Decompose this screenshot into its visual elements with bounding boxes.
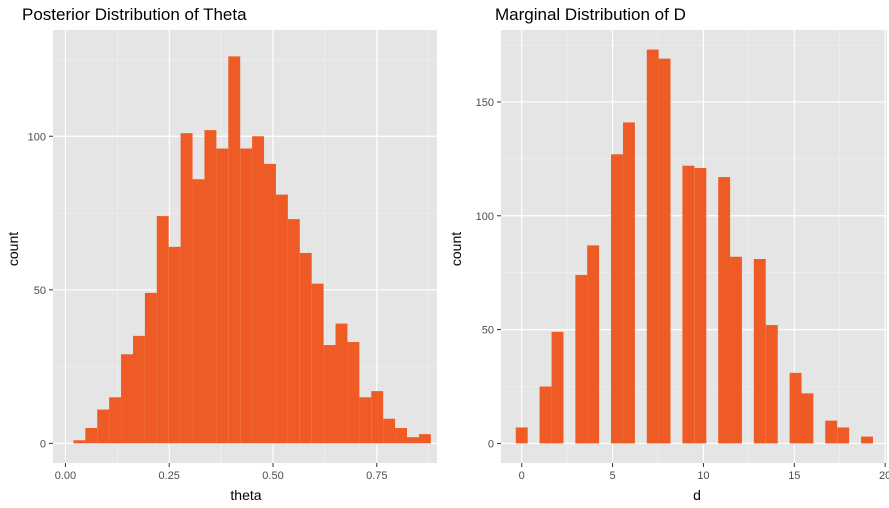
- d-x-tick-label: 5: [610, 470, 616, 482]
- theta-histogram-bar: [395, 427, 408, 444]
- d-histogram-bar: [575, 274, 588, 444]
- theta-y-tick-label: 100: [28, 131, 46, 143]
- theta-histogram-bar: [335, 323, 348, 444]
- theta-histogram-bar: [371, 391, 384, 444]
- d-histogram-bar: [718, 177, 731, 444]
- d-histogram-bar: [551, 331, 564, 444]
- d-histogram-bar: [861, 436, 873, 444]
- d-x-tick-label: 20: [879, 470, 889, 482]
- theta-histogram-bar: [144, 292, 157, 444]
- d-histogram-bar: [658, 58, 671, 444]
- theta-histogram-bar: [323, 345, 336, 444]
- theta-histogram-bar: [109, 397, 122, 444]
- theta-histogram-bar: [73, 440, 86, 444]
- d-y-axis-title: count: [448, 232, 464, 266]
- d-histogram-panel: 0 5 10 15 20 0 50 100 150 Marginal Distribution …: [448, 5, 889, 503]
- theta-histogram-bar: [228, 56, 241, 444]
- theta-histogram-bar: [275, 194, 288, 444]
- d-histogram-bar: [837, 427, 850, 444]
- theta-histogram-bar: [192, 179, 205, 444]
- d-histogram-bar: [730, 256, 742, 444]
- d-y-tick-label: 50: [482, 325, 494, 337]
- d-histogram-bar: [765, 325, 778, 444]
- theta-y-tick-label: 0: [40, 438, 46, 450]
- d-y-tick-label: 150: [476, 97, 494, 109]
- d-histogram-bar: [539, 386, 552, 444]
- theta-histogram-bar: [311, 283, 324, 444]
- theta-histogram-bar: [347, 342, 360, 444]
- theta-histogram-bar: [287, 219, 300, 444]
- d-histogram-bar: [682, 165, 695, 444]
- d-histogram-bar: [646, 49, 659, 444]
- theta-x-tick-label: 0.00: [55, 470, 76, 482]
- d-histogram-bar: [753, 259, 766, 444]
- theta-histogram-bar: [359, 397, 372, 444]
- theta-histogram-bar: [418, 434, 431, 444]
- theta-histogram-bar: [252, 136, 265, 444]
- d-histogram-bar: [587, 245, 600, 444]
- d-histogram-bar: [801, 393, 814, 444]
- d-histogram-bar: [789, 372, 802, 444]
- theta-histogram-bar: [204, 130, 217, 444]
- theta-y-tick-label: 50: [34, 285, 46, 297]
- theta-x-axis-title: theta: [230, 487, 261, 503]
- theta-x-tick-label: 0.75: [366, 470, 387, 482]
- d-chart-title: Marginal Distribution of D: [495, 5, 686, 24]
- d-x-tick-label: 15: [788, 470, 800, 482]
- d-y-tick-label: 0: [488, 438, 494, 450]
- d-x-tick-label: 0: [519, 470, 525, 482]
- theta-chart-title: Posterior Distribution of Theta: [22, 5, 247, 24]
- theta-y-axis-title: count: [5, 232, 21, 266]
- d-histogram-bar: [825, 420, 838, 444]
- d-x-tick-label: 10: [697, 470, 709, 482]
- theta-histogram-bar: [264, 163, 276, 444]
- d-plot-area: 0 5 10 15 20 0 50 100 150: [476, 30, 889, 482]
- theta-histogram-bar: [180, 133, 193, 444]
- theta-histogram-bar: [407, 437, 419, 444]
- theta-histogram-bar: [85, 427, 98, 444]
- theta-histogram-bar: [299, 252, 312, 444]
- theta-x-tick-label: 0.50: [262, 470, 283, 482]
- d-x-axis-title: d: [693, 487, 701, 503]
- theta-histogram-bar: [97, 409, 110, 444]
- theta-histogram-bar: [383, 418, 396, 444]
- theta-plot-area: 0.00 0.25 0.50 0.75 0 50 100: [28, 30, 437, 482]
- theta-histogram-panel: 0.00 0.25 0.50 0.75 0 50 100 Posterior Distrib…: [5, 5, 437, 503]
- theta-histogram-bar: [121, 354, 133, 444]
- theta-histogram-bar: [168, 246, 181, 444]
- theta-histogram-bar: [132, 335, 145, 444]
- theta-histogram-bar: [156, 216, 169, 444]
- d-histogram-bar: [622, 122, 635, 444]
- theta-histogram-bar: [216, 148, 229, 444]
- d-histogram-bar: [694, 167, 707, 444]
- d-y-tick-label: 100: [476, 211, 494, 223]
- theta-x-tick-label: 0.25: [159, 470, 180, 482]
- d-histogram-bar: [515, 427, 528, 444]
- d-histogram-bar: [610, 154, 623, 444]
- theta-histogram-bar: [240, 148, 253, 444]
